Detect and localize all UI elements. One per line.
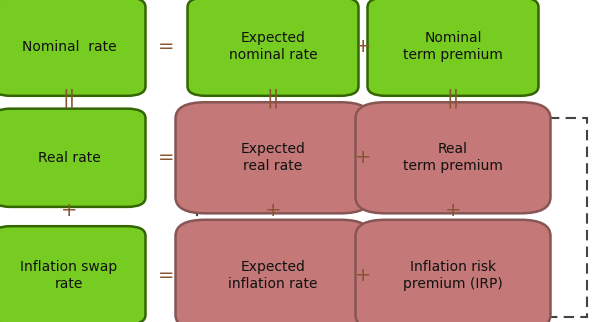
Text: =: = xyxy=(158,37,175,56)
Text: ||: || xyxy=(266,89,280,108)
FancyBboxPatch shape xyxy=(367,0,539,96)
FancyBboxPatch shape xyxy=(176,102,371,213)
Text: Expected
nominal rate: Expected nominal rate xyxy=(229,31,317,62)
FancyBboxPatch shape xyxy=(355,102,551,213)
Text: Real rate: Real rate xyxy=(38,151,100,165)
Text: =: = xyxy=(158,148,175,167)
Text: =: = xyxy=(158,266,175,285)
Text: Expected
real rate: Expected real rate xyxy=(241,142,305,174)
FancyBboxPatch shape xyxy=(0,0,146,96)
Text: Inflation swap
rate: Inflation swap rate xyxy=(20,260,118,291)
Text: ||: || xyxy=(446,89,460,108)
FancyBboxPatch shape xyxy=(0,109,146,207)
Text: +: + xyxy=(445,201,461,221)
Text: ||: || xyxy=(62,89,76,108)
FancyBboxPatch shape xyxy=(187,0,359,96)
Text: Inflation risk
premium (IRP): Inflation risk premium (IRP) xyxy=(403,260,503,291)
FancyBboxPatch shape xyxy=(355,220,551,322)
Text: +: + xyxy=(265,201,281,221)
Text: Expected
inflation rate: Expected inflation rate xyxy=(228,260,318,291)
Text: Nominal  rate: Nominal rate xyxy=(22,40,116,54)
Text: Nominal
term premium: Nominal term premium xyxy=(403,31,503,62)
Text: +: + xyxy=(355,266,371,285)
Text: +: + xyxy=(61,201,77,221)
Text: Real
term premium: Real term premium xyxy=(403,142,503,174)
FancyBboxPatch shape xyxy=(0,226,146,322)
FancyBboxPatch shape xyxy=(176,220,371,322)
Text: +: + xyxy=(355,148,371,167)
Text: +: + xyxy=(355,37,371,56)
